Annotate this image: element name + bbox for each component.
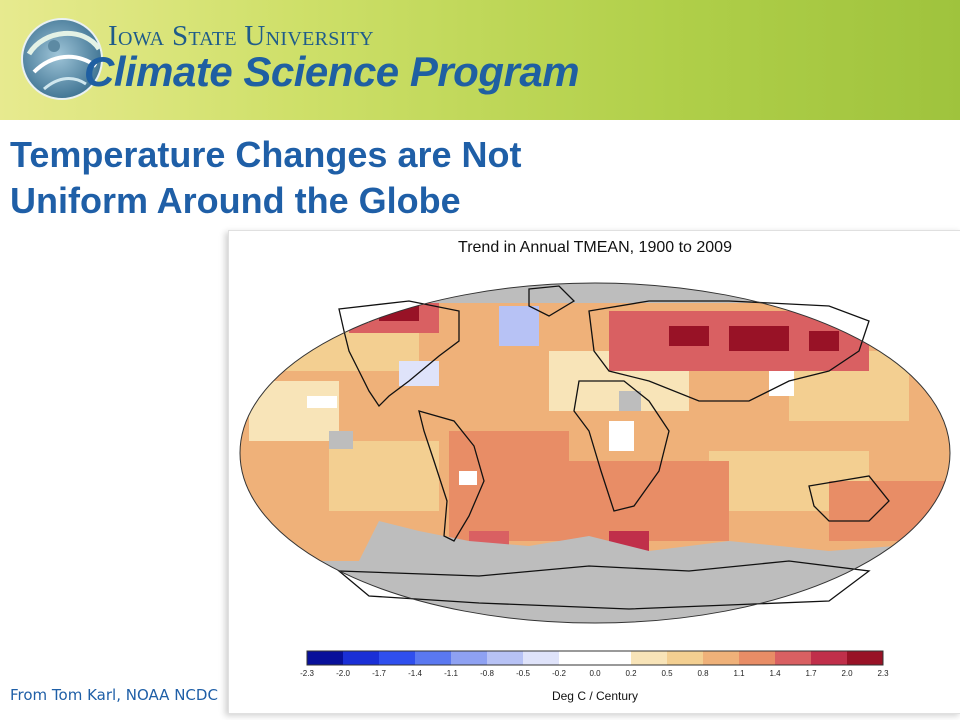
university-name: Iowa State University <box>108 20 374 52</box>
continent-outlines <box>337 285 890 610</box>
colorbar-segment <box>847 651 884 665</box>
colorbar-border <box>306 650 884 666</box>
colorbar-tick-label: 1.4 <box>769 669 781 678</box>
colorbar-tick-label: 1.7 <box>805 669 817 678</box>
colorbar-tick-label: 0.2 <box>625 669 637 678</box>
colorbar-tick-label: -1.4 <box>408 669 422 678</box>
colorbar-segment <box>523 651 560 665</box>
colorbar-segment <box>595 651 632 665</box>
slide-title-line-1: Temperature Changes are Not <box>10 134 522 175</box>
colorbar-segment <box>667 651 704 665</box>
colorbar-unit-label: Deg C / Century <box>551 689 639 703</box>
colorbar-tick-label: -1.1 <box>444 669 458 678</box>
colorbar-tick-label: 0.8 <box>697 669 709 678</box>
map-border <box>239 282 951 624</box>
colorbar-segment <box>343 651 380 665</box>
temperature-trend-map-figure: Trend in Annual TMEAN, 1900 to 2009 -2.3… <box>228 230 960 714</box>
figure-title: Trend in Annual TMEAN, 1900 to 2009 <box>458 239 732 256</box>
colorbar <box>306 650 884 666</box>
colorbar-tick-label: -0.5 <box>516 669 530 678</box>
colorbar-tick-label: 1.1 <box>733 669 745 678</box>
slide-title-line-2: Uniform Around the Globe <box>10 180 461 221</box>
colorbar-tick-label: -2.0 <box>336 669 350 678</box>
colorbar-segment <box>487 651 524 665</box>
colorbar-tick-label: 0.0 <box>589 669 601 678</box>
colorbar-segment <box>739 651 776 665</box>
colorbar-segment <box>811 651 848 665</box>
colorbar-tick-label: -0.2 <box>552 669 566 678</box>
world-map <box>239 282 951 666</box>
colorbar-segment <box>415 651 452 665</box>
colorbar-segment <box>451 651 488 665</box>
colorbar-segment <box>631 651 668 665</box>
program-name: Climate Science Program <box>84 48 580 95</box>
slide-title: Temperature Changes are Not Uniform Arou… <box>10 132 650 224</box>
colorbar-segment <box>379 651 416 665</box>
colorbar-tick-label: -1.7 <box>372 669 386 678</box>
colorbar-segment <box>775 651 812 665</box>
colorbar-tick-label: -2.3 <box>300 669 314 678</box>
globe-swirl-logo-icon <box>21 18 103 100</box>
source-credit: From Tom Karl, NOAA NCDC <box>10 686 218 704</box>
colorbar-segment <box>559 651 596 665</box>
colorbar-tick-label: -0.8 <box>480 669 494 678</box>
colorbar-segment <box>703 651 740 665</box>
colorbar-tick-label: 0.5 <box>661 669 673 678</box>
header-banner: Iowa State University Climate Science Pr… <box>0 0 960 120</box>
colorbar-tick-label: 2.0 <box>841 669 853 678</box>
colorbar-segment <box>307 651 344 665</box>
colorbar-tick-label: 2.3 <box>877 669 889 678</box>
